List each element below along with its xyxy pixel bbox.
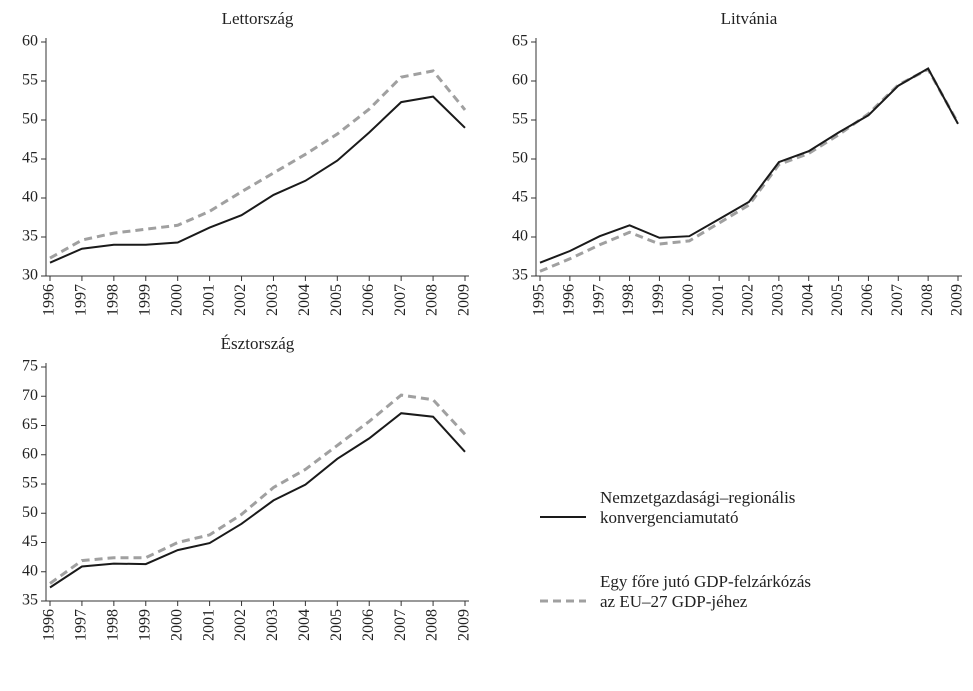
x-tick-label: 1999: [650, 284, 667, 316]
y-tick-label: 50: [22, 504, 38, 521]
x-tick-label: 2004: [296, 284, 313, 316]
y-tick-label: 35: [22, 228, 38, 245]
line-series: [49, 69, 467, 260]
x-tick-label: 2005: [829, 284, 846, 316]
x-tick-label: 2009: [456, 609, 473, 641]
y-tick-label: 50: [22, 111, 38, 128]
y-tick-label: 75: [22, 358, 38, 375]
x-tick-label: 2005: [328, 609, 345, 641]
y-tick-label: 40: [22, 562, 38, 579]
y-tick-label: 60: [22, 33, 38, 50]
x-tick-label: 2003: [264, 609, 281, 641]
x-tick-label: 1999: [136, 609, 153, 641]
y-tick-label: 35: [22, 592, 38, 609]
x-tick-label: 2006: [360, 284, 377, 316]
x-tick-label: 1998: [620, 284, 637, 316]
x-tick-label: 2005: [328, 284, 345, 316]
x-tick-label: 2001: [710, 284, 727, 316]
legend-label: Nemzetgazdasági–regionális konvergenciam…: [600, 488, 796, 527]
line-series: [539, 67, 960, 273]
chart-title: Észtország: [221, 334, 295, 353]
y-tick-label: 55: [22, 475, 38, 492]
y-tick-label: 65: [22, 416, 38, 433]
x-tick-label: 2007: [392, 609, 409, 641]
x-tick-label: 2001: [200, 609, 217, 641]
line-series: [49, 95, 466, 264]
x-tick-label: 2003: [264, 284, 281, 316]
line-series: [49, 393, 467, 585]
y-tick-label: 35: [512, 267, 528, 284]
x-tick-label: 2006: [360, 609, 377, 641]
x-tick-label: 2000: [168, 609, 185, 641]
x-tick-label: 2008: [919, 284, 936, 316]
x-tick-label: 2009: [949, 284, 966, 316]
x-tick-label: 2002: [232, 284, 249, 316]
y-tick-label: 65: [512, 33, 528, 50]
y-tick-label: 60: [22, 445, 38, 462]
y-tick-label: 30: [22, 267, 38, 284]
x-tick-label: 2000: [680, 284, 697, 316]
y-tick-label: 40: [22, 189, 38, 206]
x-tick-label: 1998: [105, 284, 122, 316]
x-tick-label: 1999: [136, 284, 153, 316]
line-series: [49, 412, 466, 589]
chart-title: Lettország: [222, 9, 294, 28]
x-tick-label: 1997: [73, 609, 90, 641]
x-tick-label: 2007: [889, 284, 906, 316]
y-tick-label: 70: [22, 387, 38, 404]
y-tick-label: 50: [512, 150, 528, 167]
x-tick-label: 2000: [168, 284, 185, 316]
y-tick-label: 45: [512, 189, 528, 206]
x-tick-label: 1997: [73, 284, 90, 316]
x-tick-label: 2008: [424, 609, 441, 641]
x-tick-label: 2002: [740, 284, 757, 316]
x-tick-label: 1996: [561, 284, 578, 316]
y-tick-label: 55: [512, 111, 528, 128]
x-tick-label: 2008: [424, 284, 441, 316]
line-series: [539, 67, 959, 264]
legend-label: Egy főre jutó GDP-felzárkózás az EU–27 G…: [600, 572, 812, 611]
x-tick-label: 1995: [531, 284, 548, 316]
x-tick-label: 1997: [590, 284, 607, 316]
x-tick-label: 2004: [799, 284, 816, 316]
y-tick-label: 40: [512, 228, 528, 245]
y-tick-label: 60: [512, 72, 528, 89]
x-tick-label: 1996: [41, 609, 58, 641]
x-tick-label: 2004: [296, 609, 313, 641]
x-tick-label: 2009: [456, 284, 473, 316]
x-tick-label: 2003: [770, 284, 787, 316]
x-tick-label: 2002: [232, 609, 249, 641]
chart-title: Litvánia: [721, 9, 778, 28]
y-tick-label: 45: [22, 533, 38, 550]
x-tick-label: 2001: [200, 284, 217, 316]
y-tick-label: 45: [22, 150, 38, 167]
y-tick-label: 55: [22, 72, 38, 89]
x-tick-label: 1996: [41, 284, 58, 316]
x-tick-label: 2007: [392, 284, 409, 316]
x-tick-label: 1998: [105, 609, 122, 641]
x-tick-label: 2006: [859, 284, 876, 316]
